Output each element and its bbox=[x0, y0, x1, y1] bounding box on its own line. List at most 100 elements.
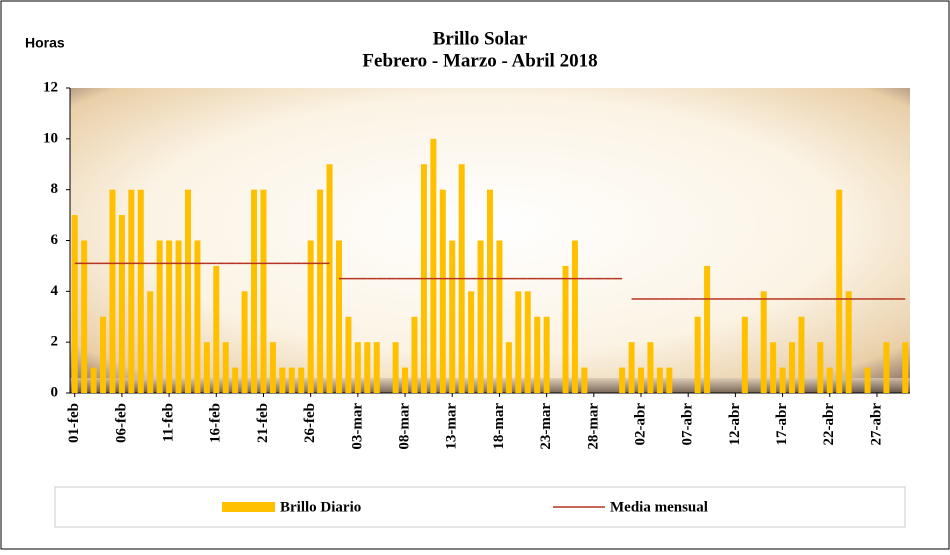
bar bbox=[817, 342, 824, 393]
bar bbox=[477, 240, 484, 393]
bar bbox=[864, 367, 871, 393]
bar bbox=[534, 316, 541, 393]
bar bbox=[571, 240, 578, 393]
x-tick-label: 22-abr bbox=[821, 403, 837, 446]
y-tick-label: 10 bbox=[43, 130, 58, 146]
bar bbox=[562, 265, 569, 393]
bar bbox=[307, 240, 314, 393]
bar bbox=[505, 342, 512, 393]
legend-swatch bbox=[222, 502, 275, 512]
bar bbox=[760, 291, 767, 393]
y-tick-label: 0 bbox=[51, 384, 59, 400]
bar bbox=[779, 367, 786, 393]
bar bbox=[100, 316, 107, 393]
bar bbox=[90, 367, 97, 393]
bar bbox=[628, 342, 635, 393]
bar bbox=[260, 189, 267, 393]
x-tick-label: 18-mar bbox=[491, 403, 507, 450]
bar bbox=[81, 240, 88, 393]
bar bbox=[232, 367, 239, 393]
bar bbox=[836, 189, 843, 393]
bar bbox=[288, 367, 295, 393]
x-tick-label: 12-abr bbox=[727, 403, 743, 446]
bar bbox=[137, 189, 144, 393]
x-tick-label: 01-feb bbox=[66, 403, 82, 443]
x-tick-label: 28-mar bbox=[585, 403, 601, 450]
bar bbox=[411, 316, 418, 393]
bar bbox=[402, 367, 409, 393]
x-tick-label: 07-abr bbox=[680, 403, 696, 446]
bar bbox=[515, 291, 522, 393]
x-tick-label: 02-abr bbox=[632, 403, 648, 446]
bar bbox=[845, 291, 852, 393]
x-tick-label: 27-abr bbox=[868, 403, 884, 446]
bar bbox=[213, 265, 220, 393]
x-tick-label: 13-mar bbox=[444, 403, 460, 450]
x-tick-label: 03-mar bbox=[349, 403, 365, 450]
bar bbox=[638, 367, 645, 393]
bar bbox=[345, 316, 352, 393]
bar bbox=[656, 367, 663, 393]
bar bbox=[883, 342, 890, 393]
bar bbox=[789, 342, 796, 393]
bar bbox=[147, 291, 154, 393]
bar bbox=[902, 342, 909, 393]
y-tick-label: 4 bbox=[51, 283, 59, 299]
bar bbox=[364, 342, 371, 393]
bar bbox=[203, 342, 210, 393]
bar bbox=[524, 291, 531, 393]
bar bbox=[619, 367, 626, 393]
bar bbox=[392, 342, 399, 393]
legend-label: Brillo Diario bbox=[280, 499, 361, 515]
y-tick-label: 6 bbox=[51, 232, 59, 248]
y-tick-label: 12 bbox=[43, 79, 58, 95]
legend-label: Media mensual bbox=[610, 499, 708, 515]
bar bbox=[373, 342, 380, 393]
bar bbox=[269, 342, 276, 393]
bar bbox=[354, 342, 361, 393]
bar bbox=[666, 367, 673, 393]
y-axis-label: Horas bbox=[25, 35, 65, 51]
x-tick-label: 26-feb bbox=[302, 403, 318, 443]
bar bbox=[449, 240, 456, 393]
bar bbox=[704, 265, 711, 393]
bar bbox=[118, 215, 125, 393]
bar bbox=[826, 367, 833, 393]
bar bbox=[543, 316, 550, 393]
bar bbox=[241, 291, 248, 393]
bar bbox=[468, 291, 475, 393]
x-tick-label: 11-feb bbox=[161, 403, 177, 442]
bar bbox=[222, 342, 229, 393]
bar bbox=[430, 138, 437, 393]
bar bbox=[770, 342, 777, 393]
y-tick-label: 8 bbox=[51, 181, 59, 197]
bar bbox=[694, 316, 701, 393]
chart-subtitle: Febrero - Marzo - Abril 2018 bbox=[362, 50, 597, 71]
bar bbox=[279, 367, 286, 393]
x-tick-label: 23-mar bbox=[538, 403, 554, 450]
bar bbox=[581, 367, 588, 393]
bar bbox=[335, 240, 342, 393]
bar bbox=[184, 189, 191, 393]
bar bbox=[251, 189, 258, 393]
bar bbox=[741, 316, 748, 393]
bar bbox=[798, 316, 805, 393]
bar bbox=[326, 164, 333, 393]
x-tick-label: 08-mar bbox=[396, 403, 412, 450]
x-tick-label: 21-feb bbox=[255, 403, 271, 443]
bar bbox=[317, 189, 324, 393]
bar bbox=[496, 240, 503, 393]
bar bbox=[298, 367, 305, 393]
bar bbox=[439, 189, 446, 393]
bar bbox=[71, 215, 78, 393]
bar bbox=[128, 189, 135, 393]
legend bbox=[54, 486, 906, 528]
x-tick-label: 17-abr bbox=[774, 403, 790, 446]
chart-title: Brillo Solar bbox=[433, 28, 528, 49]
bar bbox=[175, 240, 182, 393]
bar bbox=[156, 240, 163, 393]
y-tick-label: 2 bbox=[51, 334, 59, 350]
x-tick-label: 06-feb bbox=[113, 403, 129, 443]
x-tick-label: 16-feb bbox=[208, 403, 224, 443]
